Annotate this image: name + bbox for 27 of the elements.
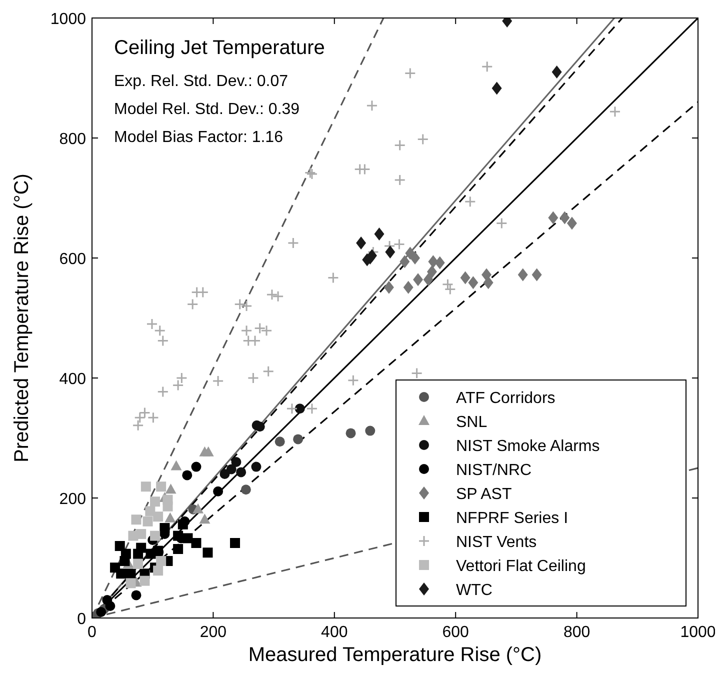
annotation: Model Rel. Std. Dev.: 0.39	[114, 101, 300, 118]
legend-label: NIST/NRC	[456, 462, 532, 479]
annotation: Exp. Rel. Std. Dev.: 0.07	[114, 73, 288, 90]
y-tick-label: 800	[59, 131, 86, 148]
x-tick-label: 200	[200, 624, 227, 641]
y-axis-title: Predicted Temperature Rise (°C)	[11, 174, 33, 462]
text: Ceiling Jet Temperature	[114, 37, 325, 59]
y-tick-label: 0	[77, 611, 86, 628]
legend-label: ATF Corridors	[456, 390, 556, 407]
legend-label: NIST Smoke Alarms	[456, 438, 600, 455]
legend-label: SP AST	[456, 486, 512, 503]
legend-label: SNL	[456, 414, 488, 431]
x-tick-label: 800	[563, 624, 590, 641]
legend-label: WTC	[456, 582, 492, 599]
y-tick-label: 400	[59, 371, 86, 388]
x-tick-label: 600	[442, 624, 470, 641]
y-tick-label: 1000	[50, 11, 86, 28]
x-tick-label: 0	[88, 624, 97, 641]
x-tick-label: 1000	[680, 624, 716, 641]
y-tick-label: 200	[59, 491, 86, 508]
x-axis-title: Measured Temperature Rise (°C)	[248, 644, 542, 666]
y-tick-label: 600	[59, 251, 86, 268]
legend-label: NFPRF Series I	[456, 510, 568, 527]
x-tick-label: 400	[321, 624, 348, 641]
legend-label: Vettori Flat Ceiling	[456, 558, 586, 575]
annotation: Model Bias Factor: 1.16	[114, 129, 284, 146]
legend-label: NIST Vents	[456, 534, 537, 551]
